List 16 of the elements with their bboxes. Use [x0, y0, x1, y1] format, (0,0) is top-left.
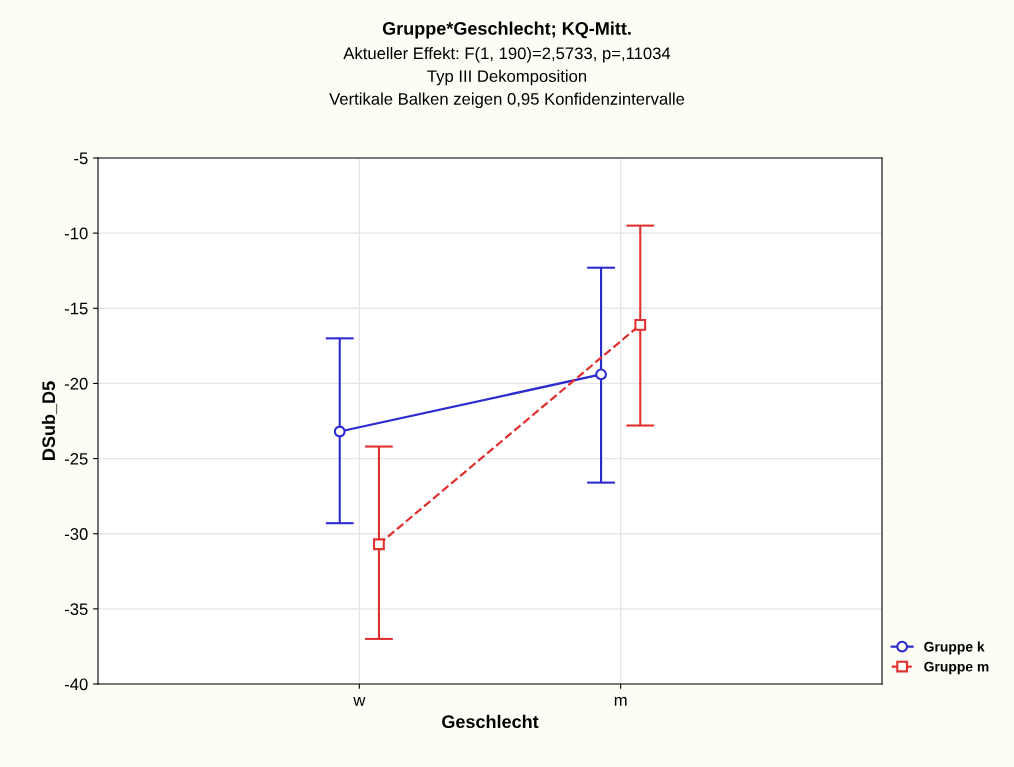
x-axis-title: Geschlecht: [442, 714, 539, 729]
y-tick-label: -30: [64, 528, 88, 540]
chart-title: Gruppe*Geschlecht; KQ-Mitt.: [382, 21, 631, 39]
y-tick-label: -15: [64, 302, 88, 315]
x-tick-label: w: [353, 697, 366, 706]
legend-label: Gruppe k: [924, 641, 985, 655]
chart-subtitle: Aktueller Effekt: F(1, 190)=2,5733, p=,11034 Typ III Dekomposition Vertikale Balken zeigen 0,95 Konfidenzintervalle: [329, 47, 685, 109]
legend-label: Gruppe m: [924, 661, 989, 675]
y-tick-label: -20: [64, 377, 88, 390]
y-axis-title: DSub_D5: [41, 381, 58, 460]
y-tick-label: -5: [74, 152, 88, 165]
y-tick-label: -10: [64, 227, 88, 240]
y-tick-label: -25: [64, 452, 88, 465]
x-tick-label: m: [614, 696, 627, 706]
y-tick-label: -35: [64, 603, 88, 616]
y-tick-label: -40: [64, 678, 88, 691]
